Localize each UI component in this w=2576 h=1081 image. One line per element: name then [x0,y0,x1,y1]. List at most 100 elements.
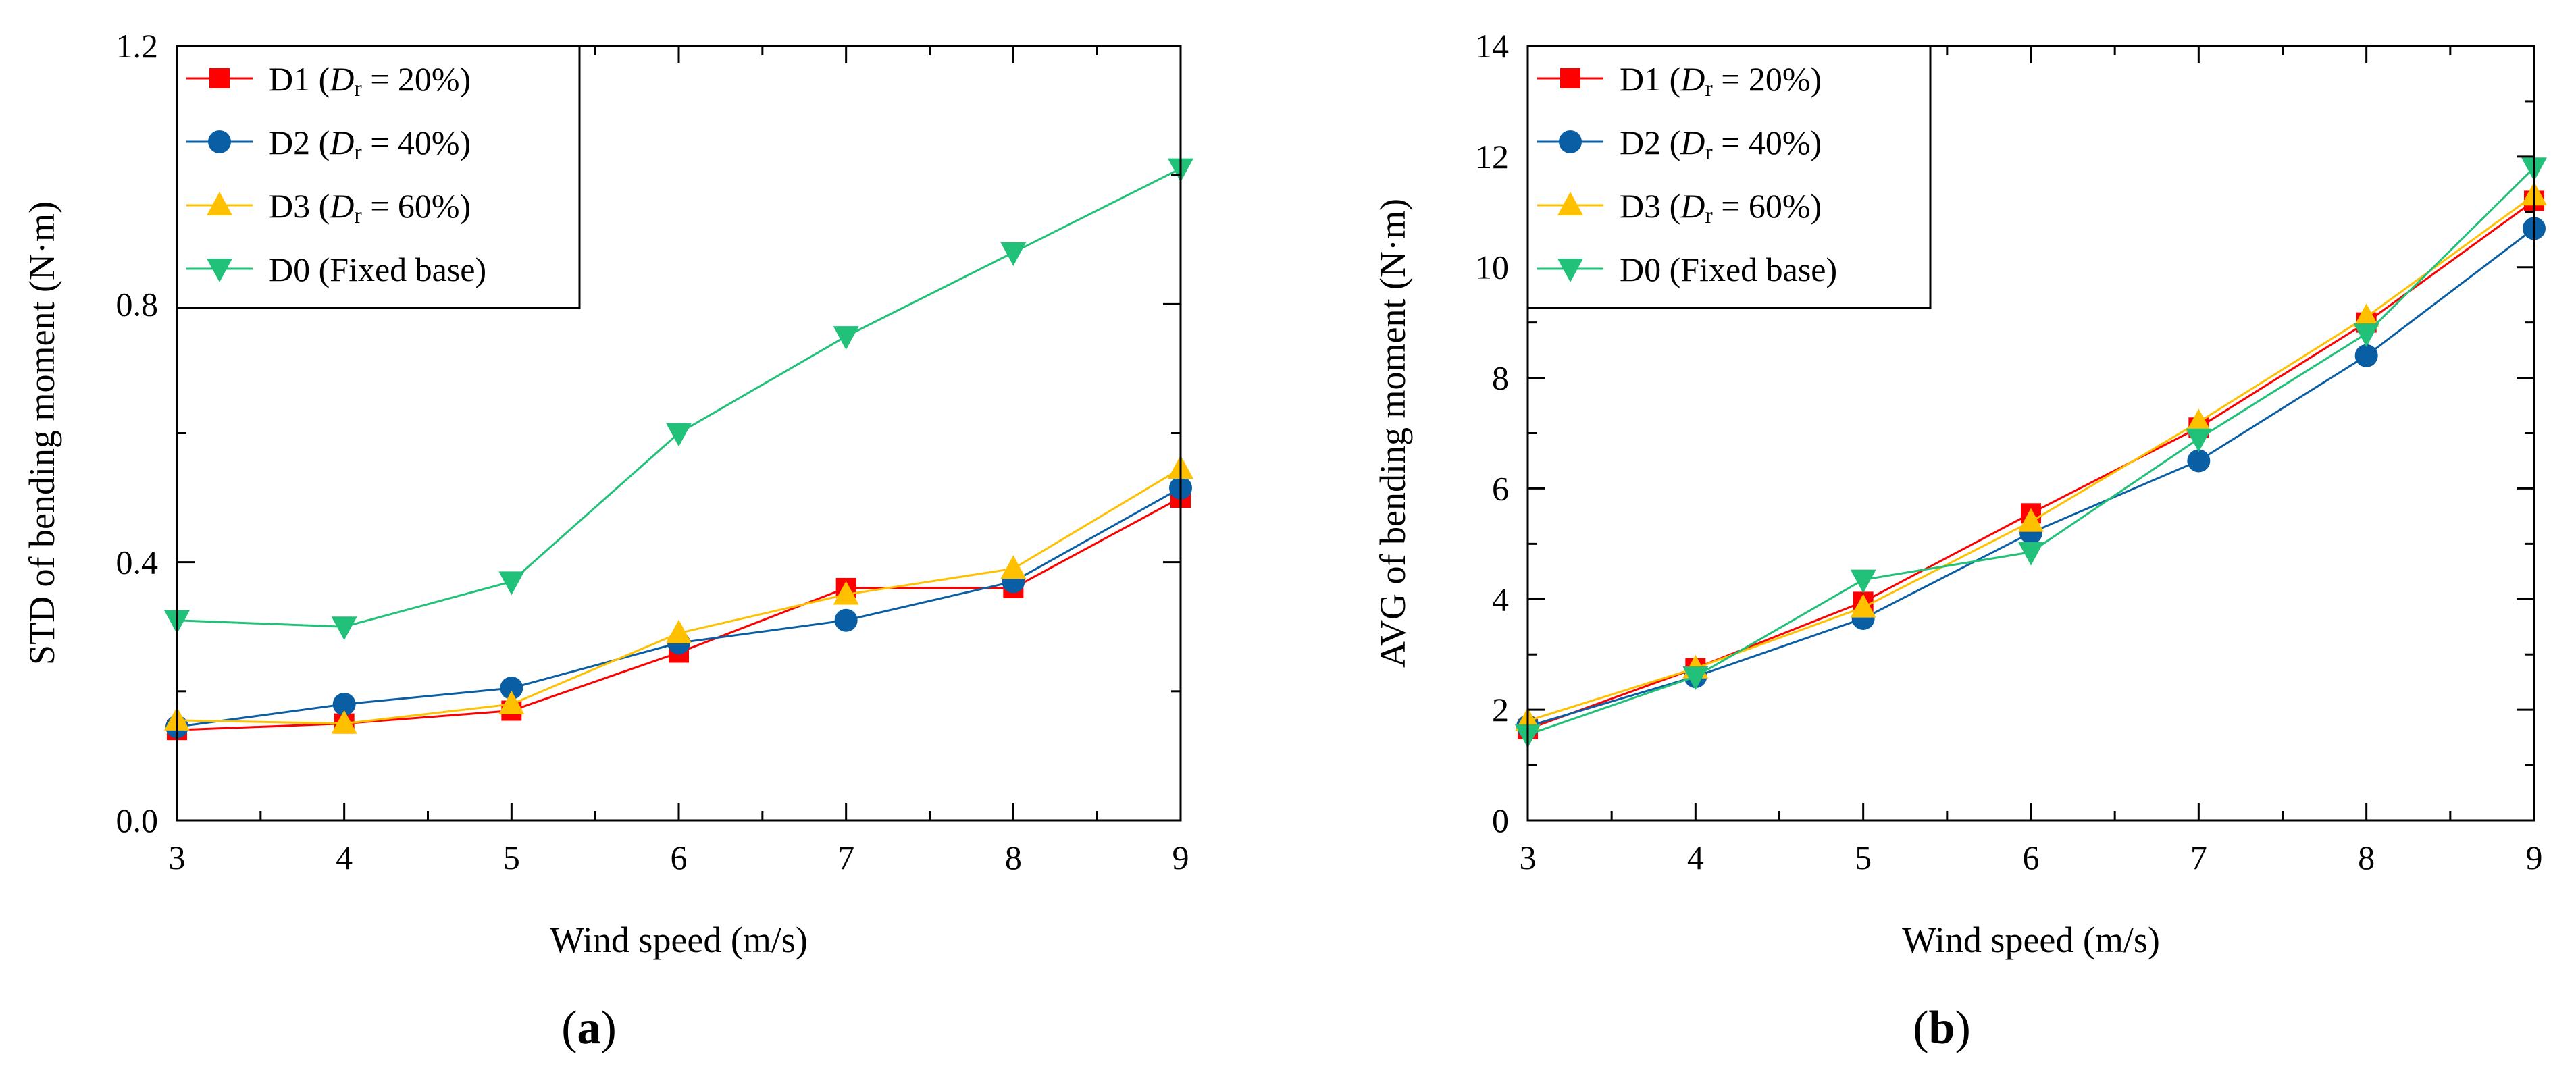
y-tick-label: 0 [1492,801,1509,839]
legend-label: D1 (Dr = 20%) [1620,60,1822,101]
x-tick-label: 4 [336,839,353,876]
y-tick-label: 4 [1492,580,1509,618]
legend-label: D2 (Dr = 40%) [269,124,471,165]
y-tick-label: 0.8 [116,285,159,323]
legend-label-part: D1 ( [1620,60,1680,98]
data-point-D3 [331,710,357,734]
legend-label: D1 (Dr = 20%) [269,60,471,101]
y-tick-label: 0.4 [116,544,159,581]
legend-label-part: r [354,203,362,228]
legend-label-part: r [1705,76,1713,101]
legend-label: D0 (Fixed base) [269,251,486,288]
legend-label: D3 (Dr = 60%) [269,187,471,228]
panel-a: 3 4 5 6 7 8 9 0.0 0.4 0.8 1.2 Wind speed (m/s) STD o… [22,27,1193,1054]
legend-entry-D0: D0 (Fixed base) [1537,251,1837,288]
y-axis-label: STD of bending moment (N·m) [22,201,62,665]
data-point-D0 [666,423,692,447]
legend-entry-D1: D1 (Dr = 20%) [1537,60,1822,101]
panel-label: (b) [1913,1002,1971,1054]
legend-label-part: r [1705,140,1713,165]
legend-marker [1560,68,1580,88]
legend-label-part: D [329,124,354,161]
legend-label-part: = 60%) [1713,187,1822,225]
legend-marker [209,68,230,88]
data-point-D0 [498,571,525,596]
data-point-D0 [2018,542,2044,566]
legend-label-part: D [329,187,354,225]
legend-marker [207,259,232,282]
x-tick-label: 3 [169,839,186,876]
legend-label: D0 (Fixed base) [1620,251,1837,288]
legend-label-part: D3 ( [1620,187,1680,225]
legend-label-part: = 40%) [362,124,471,161]
legend-label-part: D2 ( [269,124,330,161]
legend-label-part: D [1680,60,1705,98]
legend-label-part: D [1680,187,1705,225]
y-tick-label: 0.0 [116,801,159,839]
x-tick-label: 7 [2190,839,2207,876]
y-tick-label: 8 [1492,359,1509,397]
panel-label-letter: b [1929,1002,1955,1054]
data-point-D2 [332,692,356,716]
data-point-D0 [1682,666,1709,690]
x-tick-label: 9 [2526,839,2543,876]
y-tick-label: 6 [1492,469,1509,507]
legend: D1 (Dr = 20%)D2 (Dr = 40%)D3 (Dr = 60%)D… [176,45,581,309]
data-point-D3 [2186,408,2212,433]
data-point-D0 [2353,323,2379,348]
legend-label-part: r [354,140,362,165]
panel-label: (a) [561,1002,617,1054]
y-tick-label: 1.2 [116,27,159,65]
data-point-D3 [666,619,692,643]
data-point-D3 [2018,508,2044,532]
data-point-D2 [2354,344,2378,367]
legend-entry-D0: D0 (Fixed base) [186,251,486,288]
x-axis-label: Wind speed (m/s) [550,920,808,960]
legend-label-part: D3 ( [269,187,330,225]
legend-label-part: = 20%) [362,60,471,98]
series-line-D1 [176,496,1181,731]
legend-label-part: = 20%) [1713,60,1822,98]
x-tick-label: 7 [838,839,854,876]
legend-marker [207,192,232,215]
legend-label-part: = 40%) [1713,124,1822,161]
data-point-D0 [2186,428,2212,452]
y-tick-label: 10 [1475,248,1509,286]
data-point-D3 [1000,555,1027,579]
series-D2 [165,476,1192,739]
x-tick-label: 8 [1005,839,1022,876]
data-point-D3 [2353,303,2379,327]
panel-b: 3 4 5 6 7 8 9 0 2 4 6 8 10 12 14 Wind speed (m/s) AVG of… [1372,27,2547,1054]
legend-label-part: D2 ( [1620,124,1680,161]
legend-label: D2 (Dr = 40%) [1620,124,1822,165]
legend-marker [1557,259,1583,282]
legend: D1 (Dr = 20%)D2 (Dr = 40%)D3 (Dr = 60%)D… [1526,45,1932,309]
legend-label-part: r [1705,203,1713,228]
x-tick-label: 9 [1173,839,1189,876]
legend-entry-D3: D3 (Dr = 60%) [186,187,471,228]
legend-box [1526,45,1932,309]
data-point-D0 [331,616,357,641]
y-axis-label: AVG of bending moment (N·m) [1372,199,1413,668]
x-tick-label: 5 [1855,839,1872,876]
legend-label-part: = 60%) [362,187,471,225]
y-tick-label: 2 [1492,691,1509,729]
x-tick-label: 3 [1520,839,1537,876]
legend-label-part: D [329,60,354,98]
legend-label-part: r [354,76,362,101]
series-line-D3 [176,467,1181,725]
data-point-D3 [498,690,525,714]
legend-entry-D1: D1 (Dr = 20%) [186,60,471,101]
x-tick-label: 6 [2023,839,2040,876]
x-tick-label: 6 [671,839,688,876]
legend-marker [208,130,231,153]
y-tick-label: 12 [1475,138,1509,176]
series-line-D2 [176,487,1181,728]
x-tick-label: 8 [2358,839,2375,876]
series-D0 [164,158,1193,641]
legend-label-part: D0 (Fixed base) [1620,251,1837,288]
legend-entry-D2: D2 (Dr = 40%) [186,124,471,165]
data-point-D2 [834,608,858,632]
legend-label: D3 (Dr = 60%) [1620,187,1822,228]
